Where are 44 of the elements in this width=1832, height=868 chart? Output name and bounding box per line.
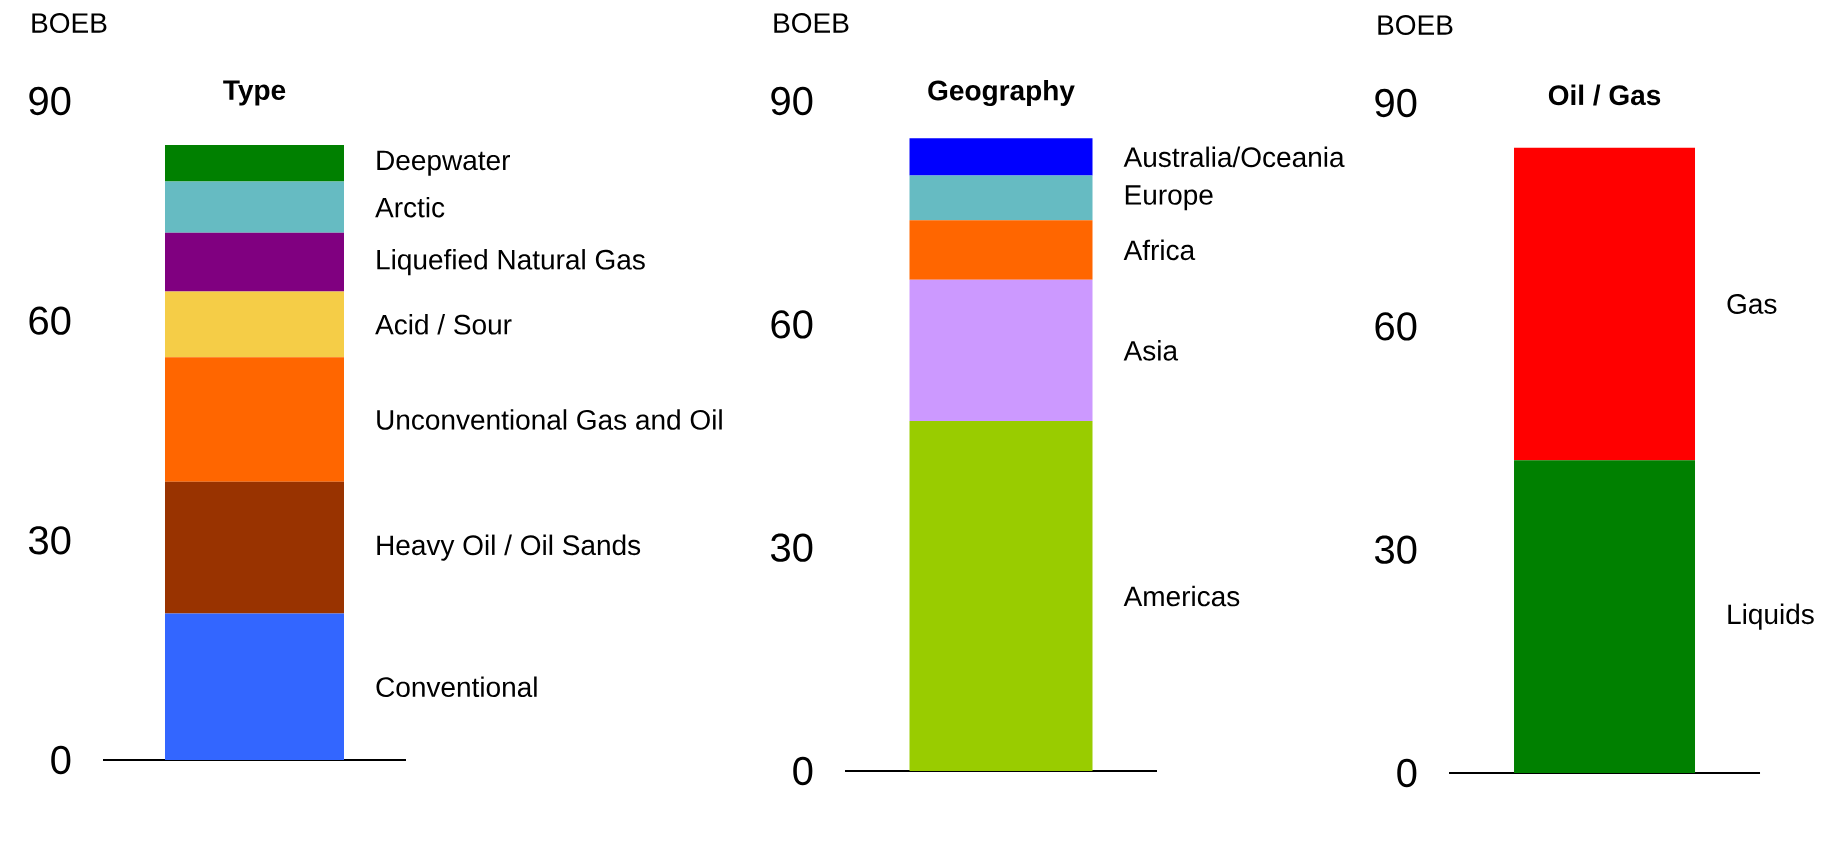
- series-label: Australia/Oceania: [1123, 146, 1345, 168]
- y-tick-label: 60: [29, 306, 71, 335]
- series-label: Asia: [1123, 340, 1179, 361]
- series-label: Unconventional Gas and Oil: [377, 409, 722, 430]
- series-label: Deepwater: [377, 150, 510, 176]
- series-label: Europe: [1125, 185, 1213, 211]
- chart-title: Oil / Gas: [1548, 84, 1661, 106]
- y-tick-label: 30: [1374, 535, 1417, 564]
- series-label: Africa: [1123, 239, 1196, 261]
- bar: [909, 175, 1093, 221]
- chart-title: Geography: [928, 79, 1075, 107]
- series-label: Heavy Oil / Oil Sands: [377, 534, 641, 561]
- bar: [909, 421, 1093, 771]
- bar: [165, 144, 344, 182]
- bar: [909, 279, 1093, 422]
- chart-title: Type: [223, 80, 286, 106]
- y-tick-label: 30: [28, 526, 71, 555]
- bar: [909, 138, 1093, 176]
- y-tick-label: 0: [793, 756, 813, 786]
- y-tick-label: 0: [1397, 758, 1417, 788]
- y-tick-label: 60: [1375, 312, 1417, 341]
- series-label: Liquefied Natural Gas: [377, 249, 645, 276]
- y-tick-label: 90: [771, 86, 813, 116]
- series-label: Liquids: [1728, 603, 1814, 630]
- bar: [165, 481, 344, 614]
- bar: [165, 291, 344, 358]
- series-label: Conventional: [376, 676, 537, 698]
- bar: [165, 357, 344, 482]
- series-label: Gas: [1727, 294, 1777, 314]
- series-label: Americas: [1123, 585, 1240, 607]
- y-tick-label: 90: [1375, 88, 1417, 118]
- y-axis-title: BOEB: [32, 13, 107, 33]
- y-axis-title: BOEB: [1378, 15, 1453, 35]
- y-tick-label: 0: [51, 745, 71, 775]
- y-axis-title: BOEB: [774, 13, 849, 33]
- y-tick-label: 30: [770, 533, 813, 562]
- y-tick-label: 90: [29, 86, 71, 116]
- bar: [165, 232, 344, 292]
- bar: [165, 613, 344, 760]
- series-label: Arctic: [375, 196, 445, 218]
- series-label: Acid / Sour: [375, 314, 512, 335]
- y-tick-label: 60: [771, 310, 813, 339]
- bar: [165, 181, 344, 233]
- bar: [909, 220, 1093, 280]
